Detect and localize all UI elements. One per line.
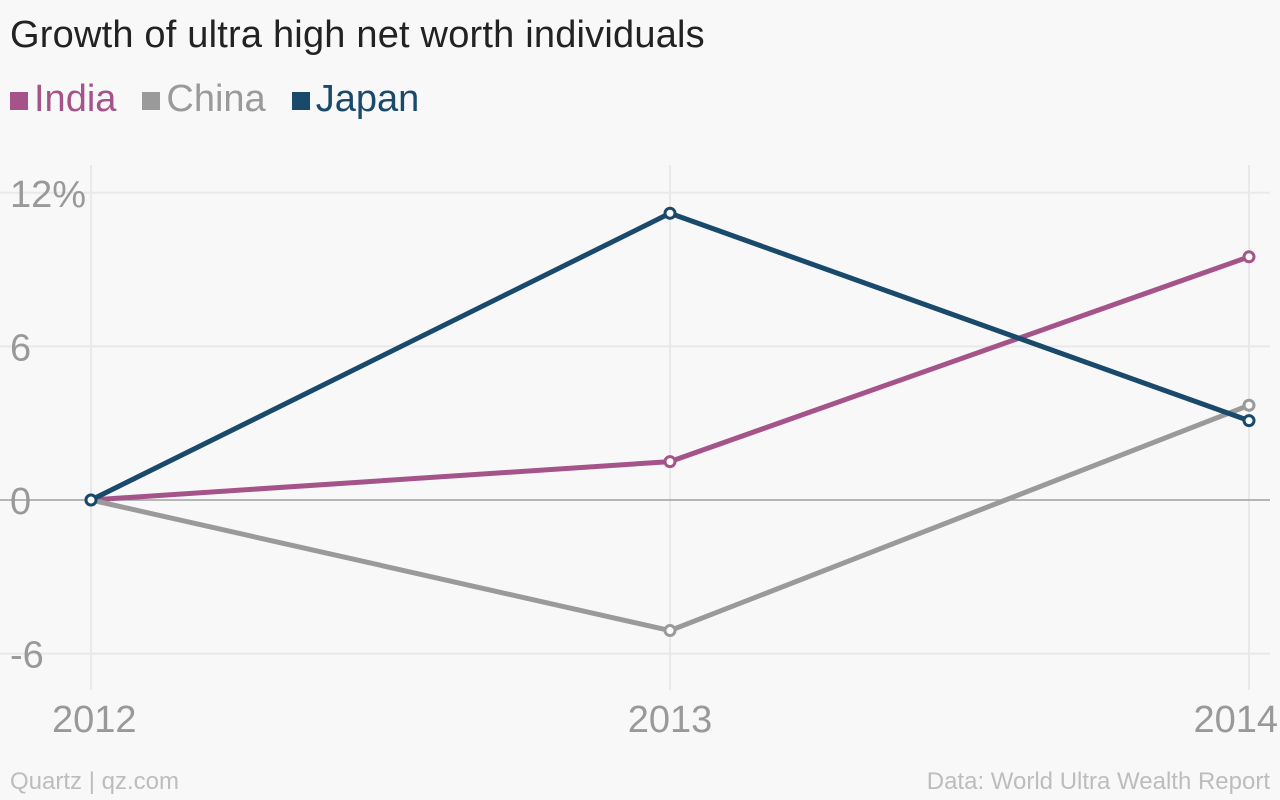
data-point-japan-2012 (84, 493, 98, 507)
data-point-japan-2014 (1242, 414, 1256, 428)
x-tick-label: 2012 (52, 699, 137, 741)
legend-swatch-japan (291, 91, 310, 110)
legend-item-china: China (142, 78, 266, 121)
legend-item-india: India (10, 78, 116, 121)
chart-title: Growth of ultra high net worth individua… (10, 14, 705, 56)
legend-swatch-china (142, 91, 161, 110)
legend-swatch-india (10, 91, 28, 110)
x-tick-label: 2014 (1193, 699, 1278, 741)
legend-label-india: India (34, 78, 117, 120)
y-tick-label: 6 (10, 327, 31, 369)
data-point-india-2013 (663, 455, 677, 469)
data-point-japan-2013 (663, 206, 677, 220)
legend-item-japan: Japan (291, 78, 420, 121)
legend-label-china: China (166, 78, 266, 120)
x-tick-label: 2013 (628, 699, 713, 741)
chart-legend: India China Japan (10, 78, 419, 121)
data-point-china-2013 (663, 624, 677, 638)
legend-label-japan: Japan (315, 78, 420, 120)
y-tick-label: -6 (10, 635, 44, 677)
y-tick-label: 0 (10, 481, 31, 523)
footer-source-left: Quartz | qz.com (10, 768, 179, 795)
footer-source-right: Data: World Ultra Wealth Report (926, 768, 1270, 795)
data-point-india-2014 (1242, 250, 1256, 264)
data-point-china-2014 (1242, 398, 1256, 412)
y-tick-label: 12% (10, 174, 86, 216)
